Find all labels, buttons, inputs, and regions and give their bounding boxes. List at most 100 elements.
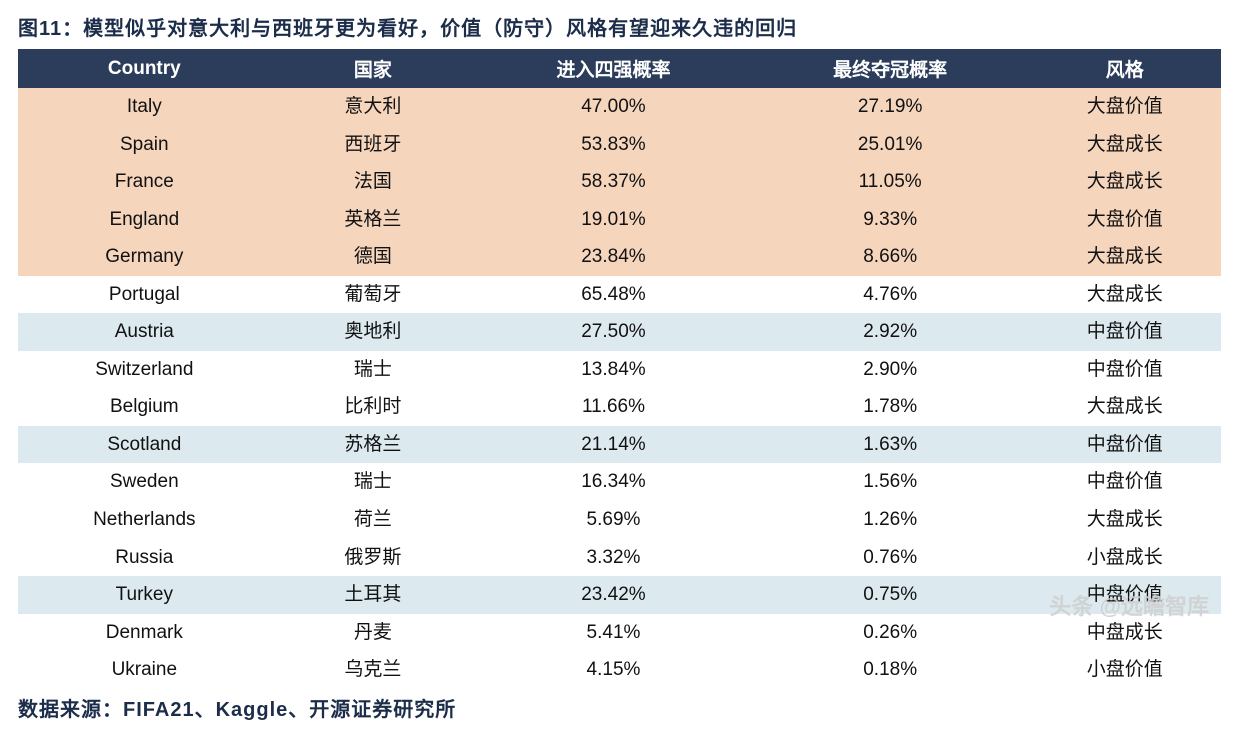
cell-semi-prob: 53.83% bbox=[475, 126, 752, 164]
cell-style: 小盘成长 bbox=[1029, 539, 1222, 577]
table-row: Switzerland瑞士13.84%2.90%中盘价值 bbox=[18, 351, 1221, 389]
cell-country-en: Netherlands bbox=[18, 501, 271, 539]
table-row: Russia俄罗斯3.32%0.76%小盘成长 bbox=[18, 539, 1221, 577]
cell-country-en: Sweden bbox=[18, 463, 271, 501]
cell-country-en: Spain bbox=[18, 126, 271, 164]
table-row: Portugal葡萄牙65.48%4.76%大盘成长 bbox=[18, 276, 1221, 314]
cell-style: 大盘成长 bbox=[1029, 276, 1222, 314]
cell-champ-prob: 1.26% bbox=[752, 501, 1029, 539]
cell-style: 大盘价值 bbox=[1029, 201, 1222, 239]
table-header-row: Country 国家 进入四强概率 最终夺冠概率 风格 bbox=[18, 49, 1221, 88]
cell-country-cn: 瑞士 bbox=[271, 351, 476, 389]
table-row: Turkey土耳其23.42%0.75%中盘价值 bbox=[18, 576, 1221, 614]
cell-style: 大盘成长 bbox=[1029, 501, 1222, 539]
header-semi-prob: 进入四强概率 bbox=[475, 49, 752, 88]
cell-style: 大盘成长 bbox=[1029, 126, 1222, 164]
cell-champ-prob: 25.01% bbox=[752, 126, 1029, 164]
cell-country-cn: 丹麦 bbox=[271, 614, 476, 652]
cell-country-en: Denmark bbox=[18, 614, 271, 652]
cell-semi-prob: 4.15% bbox=[475, 651, 752, 689]
cell-country-cn: 比利时 bbox=[271, 388, 476, 426]
cell-style: 大盘成长 bbox=[1029, 238, 1222, 276]
cell-semi-prob: 65.48% bbox=[475, 276, 752, 314]
cell-champ-prob: 1.56% bbox=[752, 463, 1029, 501]
cell-style: 大盘成长 bbox=[1029, 388, 1222, 426]
cell-country-cn: 荷兰 bbox=[271, 501, 476, 539]
table-row: Sweden瑞士16.34%1.56%中盘价值 bbox=[18, 463, 1221, 501]
cell-country-en: Belgium bbox=[18, 388, 271, 426]
cell-semi-prob: 13.84% bbox=[475, 351, 752, 389]
table-body: Italy意大利47.00%27.19%大盘价值Spain西班牙53.83%25… bbox=[18, 88, 1221, 689]
cell-style: 中盘价值 bbox=[1029, 463, 1222, 501]
cell-champ-prob: 0.75% bbox=[752, 576, 1029, 614]
cell-style: 中盘价值 bbox=[1029, 351, 1222, 389]
table-row: Denmark丹麦5.41%0.26%中盘成长 bbox=[18, 614, 1221, 652]
cell-champ-prob: 1.78% bbox=[752, 388, 1029, 426]
table-row: Ukraine乌克兰4.15%0.18%小盘价值 bbox=[18, 651, 1221, 689]
table-row: Austria奥地利27.50%2.92%中盘价值 bbox=[18, 313, 1221, 351]
cell-semi-prob: 23.84% bbox=[475, 238, 752, 276]
table-row: France法国58.37%11.05%大盘成长 bbox=[18, 163, 1221, 201]
cell-champ-prob: 8.66% bbox=[752, 238, 1029, 276]
cell-champ-prob: 11.05% bbox=[752, 163, 1029, 201]
cell-country-cn: 奥地利 bbox=[271, 313, 476, 351]
cell-style: 中盘成长 bbox=[1029, 614, 1222, 652]
cell-country-cn: 法国 bbox=[271, 163, 476, 201]
cell-country-cn: 苏格兰 bbox=[271, 426, 476, 464]
cell-country-en: Scotland bbox=[18, 426, 271, 464]
cell-semi-prob: 47.00% bbox=[475, 88, 752, 126]
cell-country-en: Turkey bbox=[18, 576, 271, 614]
cell-champ-prob: 0.76% bbox=[752, 539, 1029, 577]
cell-style: 小盘价值 bbox=[1029, 651, 1222, 689]
header-style: 风格 bbox=[1029, 49, 1222, 88]
table-row: England英格兰19.01%9.33%大盘价值 bbox=[18, 201, 1221, 239]
cell-champ-prob: 1.63% bbox=[752, 426, 1029, 464]
cell-champ-prob: 27.19% bbox=[752, 88, 1029, 126]
cell-champ-prob: 2.90% bbox=[752, 351, 1029, 389]
cell-country-en: France bbox=[18, 163, 271, 201]
cell-champ-prob: 4.76% bbox=[752, 276, 1029, 314]
cell-country-cn: 土耳其 bbox=[271, 576, 476, 614]
cell-semi-prob: 27.50% bbox=[475, 313, 752, 351]
cell-champ-prob: 2.92% bbox=[752, 313, 1029, 351]
cell-country-en: Ukraine bbox=[18, 651, 271, 689]
cell-country-en: Russia bbox=[18, 539, 271, 577]
figure-title: 图11：模型似乎对意大利与西班牙更为看好，价值（防守）风格有望迎来久违的回归 bbox=[18, 12, 1221, 41]
cell-semi-prob: 5.69% bbox=[475, 501, 752, 539]
probability-table: Country 国家 进入四强概率 最终夺冠概率 风格 Italy意大利47.0… bbox=[18, 49, 1221, 689]
cell-semi-prob: 5.41% bbox=[475, 614, 752, 652]
table-row: Scotland苏格兰21.14%1.63%中盘价值 bbox=[18, 426, 1221, 464]
cell-champ-prob: 0.18% bbox=[752, 651, 1029, 689]
table-row: Belgium比利时11.66%1.78%大盘成长 bbox=[18, 388, 1221, 426]
cell-semi-prob: 3.32% bbox=[475, 539, 752, 577]
cell-country-en: Austria bbox=[18, 313, 271, 351]
cell-country-cn: 英格兰 bbox=[271, 201, 476, 239]
cell-country-en: Portugal bbox=[18, 276, 271, 314]
cell-country-cn: 乌克兰 bbox=[271, 651, 476, 689]
cell-country-en: Italy bbox=[18, 88, 271, 126]
cell-country-cn: 瑞士 bbox=[271, 463, 476, 501]
table-row: Germany德国23.84%8.66%大盘成长 bbox=[18, 238, 1221, 276]
cell-country-cn: 葡萄牙 bbox=[271, 276, 476, 314]
table-row: Italy意大利47.00%27.19%大盘价值 bbox=[18, 88, 1221, 126]
cell-semi-prob: 16.34% bbox=[475, 463, 752, 501]
cell-country-cn: 西班牙 bbox=[271, 126, 476, 164]
cell-style: 大盘价值 bbox=[1029, 88, 1222, 126]
cell-country-cn: 德国 bbox=[271, 238, 476, 276]
table-row: Spain西班牙53.83%25.01%大盘成长 bbox=[18, 126, 1221, 164]
header-champ-prob: 最终夺冠概率 bbox=[752, 49, 1029, 88]
header-country-en: Country bbox=[18, 49, 271, 88]
cell-style: 中盘价值 bbox=[1029, 576, 1222, 614]
cell-champ-prob: 0.26% bbox=[752, 614, 1029, 652]
data-source: 数据来源：FIFA21、Kaggle、开源证券研究所 bbox=[18, 693, 1221, 722]
cell-style: 中盘价值 bbox=[1029, 313, 1222, 351]
cell-semi-prob: 11.66% bbox=[475, 388, 752, 426]
cell-country-en: Germany bbox=[18, 238, 271, 276]
table-row: Netherlands荷兰5.69%1.26%大盘成长 bbox=[18, 501, 1221, 539]
cell-country-en: England bbox=[18, 201, 271, 239]
cell-semi-prob: 21.14% bbox=[475, 426, 752, 464]
cell-semi-prob: 23.42% bbox=[475, 576, 752, 614]
cell-semi-prob: 19.01% bbox=[475, 201, 752, 239]
cell-semi-prob: 58.37% bbox=[475, 163, 752, 201]
header-country-cn: 国家 bbox=[271, 49, 476, 88]
